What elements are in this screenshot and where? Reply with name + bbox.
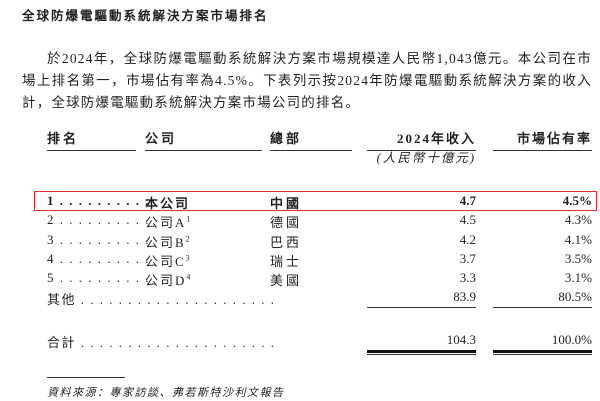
revenue-cell: 3.3 xyxy=(459,270,476,285)
company-cell: 公司C3 xyxy=(145,251,192,270)
rank-cell: 2 . . . . . . . . . . xyxy=(47,212,150,227)
company-cell: 公司B2 xyxy=(145,232,192,251)
revenue-unit: (人民幣十億元) xyxy=(376,151,476,165)
rank-cell: 3 . . . . . . . . . . xyxy=(47,232,150,247)
total-label: 合計 . . . . . . . . . . . . . . . . . . .… xyxy=(47,335,276,350)
footnote-marker: 4 xyxy=(186,272,193,282)
total-double-line xyxy=(493,354,592,355)
total-double-line xyxy=(367,350,476,353)
revenue-cell: 104.3 xyxy=(446,332,476,347)
paragraph-text: 於2024年，全球防爆電驅動系統解決方案市場規模達人民幣1,043億元。本公司在… xyxy=(22,51,592,110)
share-cell: 80.5% xyxy=(558,289,592,304)
section-title: 全球防爆電驅動系統解決方案市場排名 xyxy=(22,8,269,23)
rank-cell: 5 . . . . . . . . . . xyxy=(47,270,150,285)
intro-paragraph: 於2024年，全球防爆電驅動系統解決方案市場規模達人民幣1,043億元。本公司在… xyxy=(22,48,592,114)
company-cell: 公司D4 xyxy=(145,270,192,289)
source-note: 資料來源：專家訪談、弗若斯特沙利文報告 xyxy=(47,387,285,399)
subtotal-line xyxy=(493,307,592,308)
revenue-cell: 3.7 xyxy=(459,251,476,266)
share-cell: 4.1% xyxy=(564,232,592,247)
table-row: 2 . . . . . . . . . . 公司A1 德國 4.5 4.3% xyxy=(0,212,600,231)
table-row: 1 . . . . . . . . . . 本公司 中國 4.7 4.5% xyxy=(0,193,600,212)
hq-cell: 美國 xyxy=(270,273,303,288)
company-name: 公司D xyxy=(145,273,187,288)
subtotal-line xyxy=(367,307,476,308)
hq-cell: 瑞士 xyxy=(270,254,303,269)
company-name: 公司B xyxy=(145,235,186,250)
total-double-line xyxy=(367,354,476,355)
table-row: 5 . . . . . . . . . . 公司D4 美國 3.3 3.1% xyxy=(0,270,600,289)
share-cell: 4.3% xyxy=(564,212,592,227)
footnote-marker: 3 xyxy=(185,253,192,263)
header-rank: 排名 xyxy=(47,131,80,146)
rank-cell: 4 . . . . . . . . . . xyxy=(47,251,150,266)
revenue-cell: 83.9 xyxy=(453,289,476,304)
table-row: 4 . . . . . . . . . . 公司C3 瑞士 3.7 3.5% xyxy=(0,251,600,270)
header-hq: 總部 xyxy=(270,131,303,146)
highlight-box xyxy=(34,191,597,211)
share-cell: 100.0% xyxy=(551,332,592,347)
revenue-cell: 4.2 xyxy=(459,232,476,247)
header-share: 市場佔有率 xyxy=(516,131,592,146)
header-revenue: 2024年收入 xyxy=(396,131,476,146)
total-row: 合計 . . . . . . . . . . . . . . . . . . .… xyxy=(0,332,600,351)
others-label: 其他 . . . . . . . . . . . . . . . . . . .… xyxy=(47,292,276,307)
footnote-marker: 1 xyxy=(186,214,193,224)
header-underline xyxy=(145,150,262,151)
footnote-rule xyxy=(47,377,125,378)
company-name: 公司C xyxy=(145,254,186,269)
company-cell: 本公司 xyxy=(145,196,191,211)
company-cell: 公司A1 xyxy=(145,212,192,231)
revenue-cell: 4.7 xyxy=(459,193,476,208)
hq-cell: 中國 xyxy=(270,196,303,211)
others-row: 其他 . . . . . . . . . . . . . . . . . . .… xyxy=(0,289,600,308)
header-underline xyxy=(270,150,352,151)
revenue-cell: 4.5 xyxy=(459,212,476,227)
company-name: 公司A xyxy=(145,215,187,230)
header-company: 公司 xyxy=(145,131,178,146)
hq-cell: 德國 xyxy=(270,215,303,230)
header-underline xyxy=(367,150,476,151)
total-double-line xyxy=(493,350,592,353)
header-underline xyxy=(493,150,592,151)
table-row: 3 . . . . . . . . . . 公司B2 巴西 4.2 4.1% xyxy=(0,232,600,251)
share-cell: 4.5% xyxy=(562,193,592,208)
header-underline xyxy=(47,150,136,151)
share-cell: 3.1% xyxy=(564,270,592,285)
share-cell: 3.5% xyxy=(564,251,592,266)
footnote-marker: 2 xyxy=(185,234,192,244)
rank-cell: 1 . . . . . . . . . . xyxy=(47,193,150,208)
hq-cell: 巴西 xyxy=(270,235,303,250)
